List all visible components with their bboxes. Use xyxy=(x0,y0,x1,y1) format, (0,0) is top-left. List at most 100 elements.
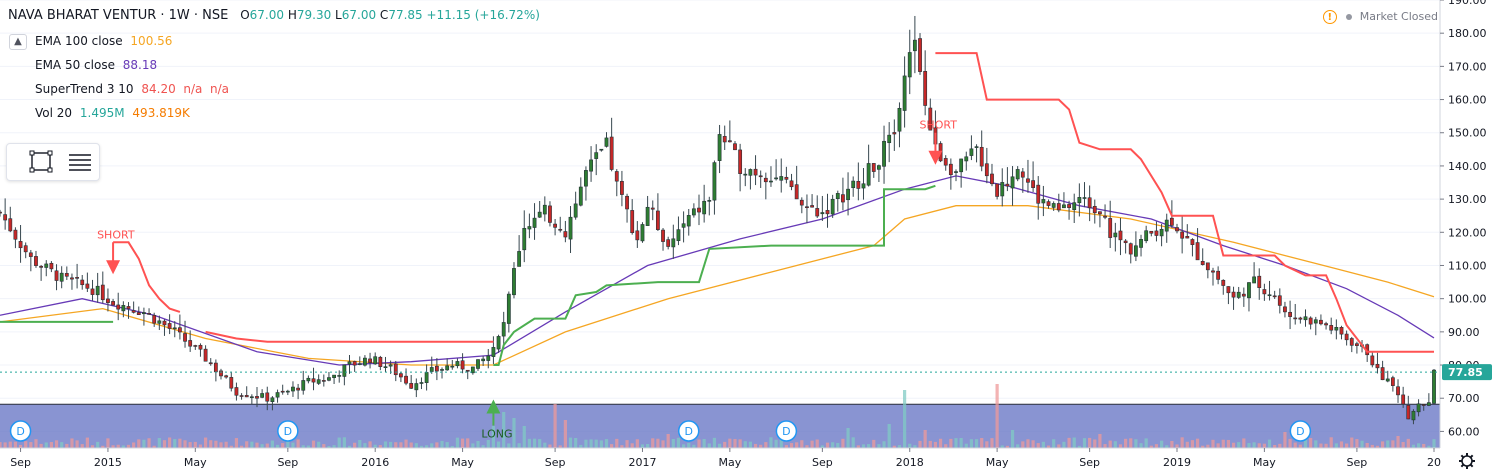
candle-body xyxy=(337,375,342,377)
price-tick-label: 60.00 xyxy=(1448,425,1480,438)
candle-body xyxy=(794,184,799,200)
candle-body xyxy=(131,310,136,313)
indicator-ema50[interactable]: EMA 50 close 88.18 xyxy=(35,58,157,72)
dividend-marker[interactable] xyxy=(277,420,299,442)
volume-bar xyxy=(281,443,285,448)
short-arrow-icon xyxy=(928,150,943,165)
candle-body xyxy=(594,152,599,159)
volume-bar xyxy=(651,438,655,448)
candle-body xyxy=(969,148,974,156)
candle-body xyxy=(1113,232,1118,238)
volume-bar xyxy=(1391,440,1395,448)
dividend-marker[interactable] xyxy=(9,420,32,442)
indicator-supertrend[interactable]: SuperTrend 3 10 84.20 n/a n/a xyxy=(35,82,229,96)
time-tick-label: Sep xyxy=(277,456,298,469)
price-axis[interactable]: 190.00 180.00 170.00 160.00 150.00 140.00 130.… xyxy=(1439,0,1494,474)
time-axis[interactable]: Sep 2015 May Sep 2016 May Sep 2017 May Sep 2018 May… xyxy=(0,447,1494,474)
candle-body xyxy=(121,305,126,312)
candle-body xyxy=(177,327,182,333)
volume-bar xyxy=(964,443,968,448)
volume-bar xyxy=(702,438,706,448)
volume-bar xyxy=(414,443,418,448)
volume-bar xyxy=(1329,437,1333,448)
candle-body xyxy=(866,163,871,186)
settings-lines-icon[interactable] xyxy=(67,150,93,174)
candle-body xyxy=(990,173,994,185)
candle-body xyxy=(434,365,439,372)
volume-bar xyxy=(49,442,53,448)
volume-bar xyxy=(450,445,454,448)
volume-bar xyxy=(759,444,763,448)
candle-body xyxy=(1329,325,1334,331)
dividend-marker[interactable] xyxy=(1289,420,1312,442)
time-tick-label: 2015 xyxy=(94,456,122,469)
volume-bar xyxy=(1365,442,1369,448)
volume-bar xyxy=(96,441,100,448)
candle-body xyxy=(424,372,429,383)
volume-bar xyxy=(553,404,557,448)
candle-body xyxy=(774,177,779,180)
candle-body xyxy=(481,358,486,362)
time-tick-label: 2019 xyxy=(1163,456,1191,469)
volume-bar xyxy=(1324,443,1328,448)
warning-icon[interactable]: ! xyxy=(1322,10,1337,24)
ema50-line xyxy=(0,175,1435,366)
volume-bar xyxy=(466,438,470,448)
volume-bar xyxy=(1427,445,1431,448)
candle-body xyxy=(270,397,275,403)
time-tick-label: 20 xyxy=(1427,456,1441,469)
settings-gear-icon[interactable] xyxy=(1459,453,1475,469)
volume-bar xyxy=(1103,444,1107,448)
candle-body xyxy=(172,327,177,330)
price-tick-label: 170.00 xyxy=(1448,60,1487,73)
candle-body xyxy=(44,263,49,268)
candle-body xyxy=(702,200,707,215)
volume-bar xyxy=(481,445,485,448)
volume-bar xyxy=(764,442,768,448)
candle-body xyxy=(342,364,347,377)
time-tick-label: 2016 xyxy=(361,456,389,469)
candle-body xyxy=(75,277,79,279)
volume-bar xyxy=(260,444,264,448)
volume-bar xyxy=(378,445,382,448)
volume-bar xyxy=(630,443,634,448)
volume-bar xyxy=(239,445,244,448)
open-label: O xyxy=(240,8,250,22)
market-status[interactable]: ! Market Closed xyxy=(1322,10,1438,24)
candle-body xyxy=(111,301,115,306)
candle-body xyxy=(208,362,213,365)
candle-body xyxy=(1041,199,1046,204)
rectangle-tool-icon[interactable] xyxy=(28,150,54,174)
candle-body xyxy=(260,393,265,398)
time-tick-label: May xyxy=(718,456,741,469)
volume-bar xyxy=(347,445,352,448)
volume-bar xyxy=(1165,445,1169,448)
collapse-legend-button[interactable]: ▲ xyxy=(9,34,27,50)
dividend-marker[interactable] xyxy=(775,420,798,442)
candle-body xyxy=(1062,204,1066,209)
candle-body xyxy=(3,214,8,221)
candle-body xyxy=(522,227,527,251)
candle-body xyxy=(1226,286,1231,294)
volume-bar xyxy=(1401,442,1405,448)
volume-bar xyxy=(1046,445,1051,448)
candle-body xyxy=(856,180,861,189)
indicator-ema100[interactable]: EMA 100 close 100.56 xyxy=(35,34,172,48)
candle-body xyxy=(378,356,383,367)
candle-body xyxy=(332,374,336,378)
volume-bar xyxy=(738,439,742,448)
dividend-marker[interactable] xyxy=(677,420,700,442)
symbol-title[interactable]: NAVA BHARAT VENTUR · 1W · NSE xyxy=(8,8,229,23)
volume-bar xyxy=(1113,441,1117,448)
candle-body xyxy=(157,320,162,324)
candle-body xyxy=(1426,402,1431,406)
volume-bar xyxy=(579,444,583,448)
indicator-volume[interactable]: Vol 20 1.495M 493.819K xyxy=(35,106,190,120)
volume-bar xyxy=(1262,443,1266,448)
volume-bar xyxy=(275,444,280,448)
dividend-marker-label: D xyxy=(284,425,292,438)
volume-bar xyxy=(954,438,958,448)
candle-body xyxy=(1098,211,1102,215)
